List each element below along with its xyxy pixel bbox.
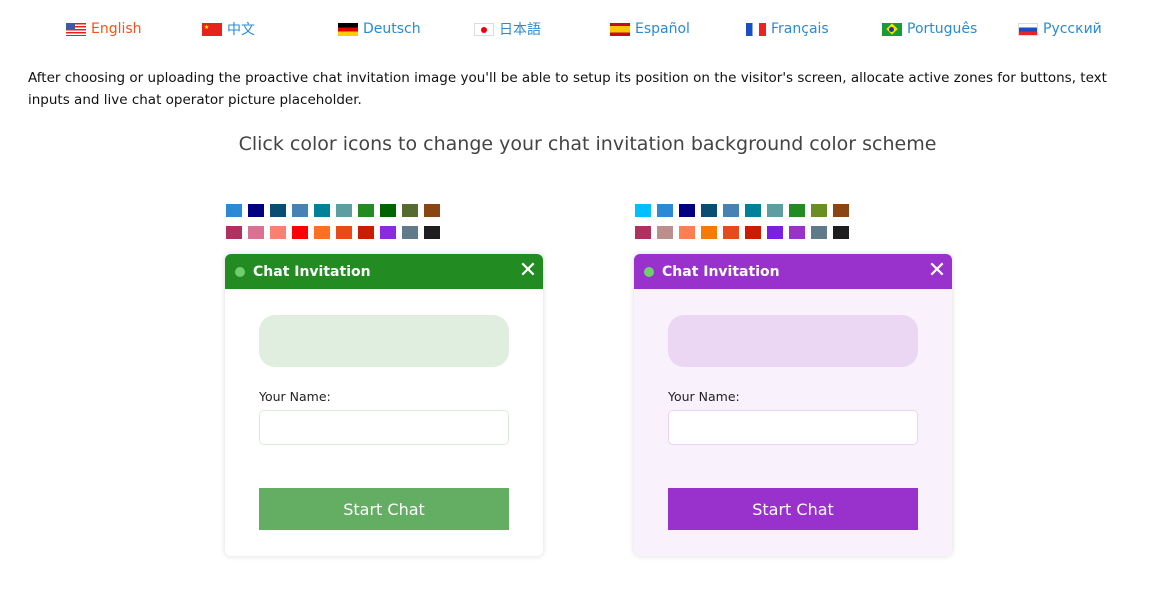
ru-flag-icon — [1018, 22, 1038, 36]
es-flag-icon — [610, 22, 630, 36]
card-title: Chat Invitation — [253, 263, 371, 280]
intro-text: After choosing or uploading the proactiv… — [28, 70, 1107, 108]
color-swatch[interactable] — [833, 204, 849, 217]
chat-invitation-preview-2: Chat Invitation ✕ Your Name: Start Chat — [634, 254, 952, 556]
color-swatch[interactable] — [723, 204, 739, 217]
color-swatch[interactable] — [380, 204, 396, 217]
fr-flag-icon — [746, 22, 766, 36]
close-icon[interactable]: ✕ — [518, 258, 538, 283]
color-swatch[interactable] — [767, 204, 783, 217]
color-swatch[interactable] — [723, 226, 739, 239]
lang-russian[interactable]: Русский — [1018, 19, 1154, 39]
color-swatch[interactable] — [679, 204, 695, 217]
name-label: Your Name: — [668, 389, 740, 404]
name-label: Your Name: — [259, 389, 331, 404]
operator-picture-placeholder — [668, 315, 918, 367]
color-swatch[interactable] — [635, 204, 651, 217]
cn-flag-icon: ★ — [202, 22, 222, 36]
color-swatch[interactable] — [701, 226, 717, 239]
color-swatch[interactable] — [635, 226, 651, 239]
start-chat-button[interactable]: Start Chat — [668, 488, 918, 530]
color-swatch[interactable] — [745, 204, 761, 217]
color-swatch[interactable] — [292, 204, 308, 217]
color-swatch[interactable] — [789, 226, 805, 239]
color-swatch[interactable] — [270, 204, 286, 217]
color-swatch[interactable] — [789, 204, 805, 217]
start-chat-button[interactable]: Start Chat — [259, 488, 509, 530]
card-header: Chat Invitation ✕ — [225, 254, 543, 289]
color-swatch[interactable] — [226, 204, 242, 217]
color-palette-1 — [226, 204, 440, 239]
name-input[interactable] — [668, 410, 918, 445]
color-swatch[interactable] — [811, 204, 827, 217]
color-swatch[interactable] — [336, 204, 352, 217]
online-status-icon — [644, 266, 654, 277]
color-swatch[interactable] — [270, 226, 286, 239]
color-swatch[interactable] — [248, 204, 264, 217]
de-flag-icon — [338, 22, 358, 36]
language-bar: English ★ 中文 Deutsch 日本語 Español Français… — [66, 19, 1154, 39]
lang-portuguese[interactable]: Português — [882, 19, 1018, 39]
close-icon[interactable]: ✕ — [927, 258, 947, 283]
jp-flag-icon — [474, 22, 494, 36]
color-swatch[interactable] — [358, 204, 374, 217]
name-input[interactable] — [259, 410, 509, 445]
color-swatch[interactable] — [657, 226, 673, 239]
lang-german[interactable]: Deutsch — [338, 19, 474, 39]
section-heading: Click color icons to change your chat in… — [238, 133, 937, 155]
color-swatch[interactable] — [314, 204, 330, 217]
card-title: Chat Invitation — [662, 263, 780, 280]
color-swatch[interactable] — [402, 204, 418, 217]
chat-invitation-preview-1: Chat Invitation ✕ Your Name: Start Chat — [225, 254, 543, 556]
color-palette-2 — [635, 204, 849, 239]
color-swatch[interactable] — [657, 204, 673, 217]
color-swatch[interactable] — [402, 226, 418, 239]
color-swatch[interactable] — [226, 226, 242, 239]
lang-chinese[interactable]: ★ 中文 — [202, 22, 255, 38]
lang-japanese[interactable]: 日本語 — [474, 19, 610, 39]
lang-spanish[interactable]: Español — [610, 19, 746, 39]
color-swatch[interactable] — [248, 226, 264, 239]
lang-english[interactable]: English — [66, 19, 202, 39]
operator-picture-placeholder — [259, 315, 509, 367]
color-swatch[interactable] — [745, 226, 761, 239]
color-swatch[interactable] — [292, 226, 308, 239]
color-swatch[interactable] — [767, 226, 783, 239]
color-swatch[interactable] — [424, 226, 440, 239]
color-swatch[interactable] — [358, 226, 374, 239]
color-swatch[interactable] — [833, 226, 849, 239]
color-swatch[interactable] — [701, 204, 717, 217]
color-swatch[interactable] — [811, 226, 827, 239]
color-swatch[interactable] — [314, 226, 330, 239]
color-swatch[interactable] — [336, 226, 352, 239]
card-header: Chat Invitation ✕ — [634, 254, 952, 289]
color-swatch[interactable] — [679, 226, 695, 239]
color-swatch[interactable] — [424, 204, 440, 217]
us-flag-icon — [66, 22, 86, 36]
online-status-icon — [235, 266, 245, 277]
br-flag-icon — [882, 22, 902, 36]
lang-french[interactable]: Français — [746, 19, 882, 39]
color-swatch[interactable] — [380, 226, 396, 239]
